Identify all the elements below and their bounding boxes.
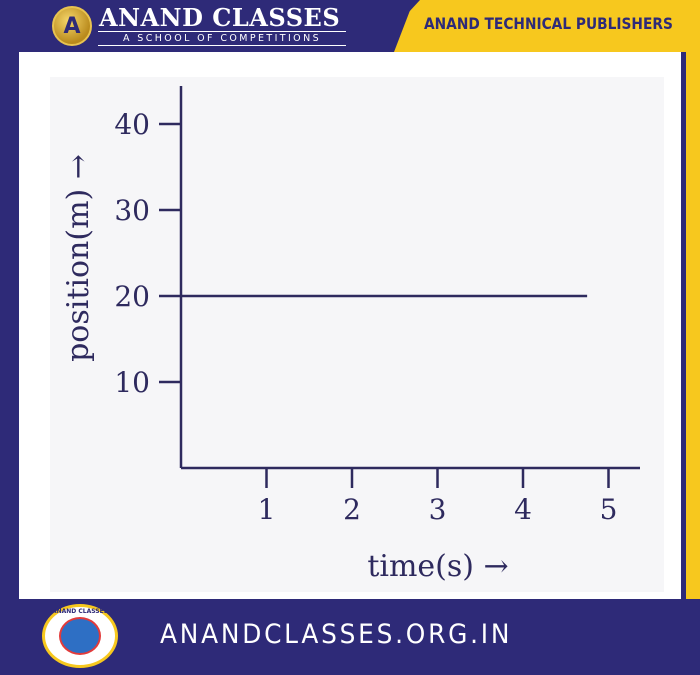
accent-strip bbox=[686, 52, 700, 599]
chart-axes bbox=[179, 86, 640, 470]
x-tick-label: 4 bbox=[514, 493, 532, 526]
brand-subtitle-box: A SCHOOL OF COMPETITIONS bbox=[98, 31, 346, 46]
plot-area bbox=[50, 77, 664, 592]
anand-classes-seal-icon: ANAND CLASSES bbox=[42, 604, 118, 668]
y-ticks: 10 20 30 40 bbox=[114, 108, 181, 399]
x-axis-title: time(s) → bbox=[367, 549, 508, 584]
x-tick-label: 2 bbox=[343, 493, 361, 526]
y-tick-label: 10 bbox=[114, 366, 150, 399]
publisher-band bbox=[372, 0, 700, 52]
y-tick-label: 40 bbox=[114, 108, 150, 141]
x-ticks: 1 2 3 4 5 bbox=[258, 468, 618, 526]
x-tick-label: 5 bbox=[600, 493, 618, 526]
logo-letter: A bbox=[63, 13, 81, 39]
y-tick-label: 30 bbox=[114, 194, 150, 227]
y-tick-label: 20 bbox=[114, 280, 150, 313]
brand-subtitle: A SCHOOL OF COMPETITIONS bbox=[122, 33, 322, 44]
brand-title: ANAND CLASSES bbox=[99, 3, 341, 32]
y-axis-title: position(m) → bbox=[61, 154, 96, 362]
seal-emblem bbox=[59, 617, 101, 655]
x-tick-label: 3 bbox=[429, 493, 447, 526]
website-link[interactable]: ANANDCLASSES.ORG.IN bbox=[160, 619, 513, 650]
seal-text: ANAND CLASSES bbox=[51, 608, 109, 615]
x-tick-label: 1 bbox=[258, 493, 276, 526]
anand-classes-logo-icon: A bbox=[52, 6, 92, 46]
publisher-name: ANAND TECHNICAL PUBLISHERS bbox=[424, 14, 673, 33]
